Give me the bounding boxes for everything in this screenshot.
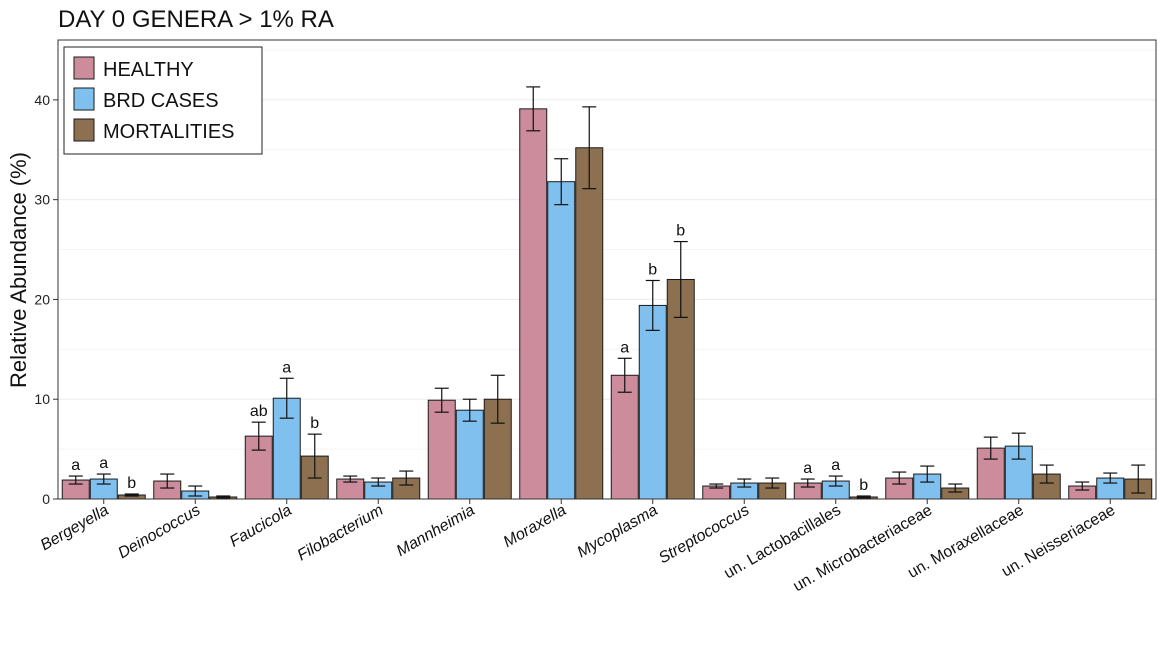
error-bar-healthy-moraxella [526, 86, 541, 132]
y-tick-label: 30 [34, 192, 50, 208]
sig-label-healthy-mycoplasma: a [620, 339, 629, 356]
bar-brd-cases-mannheimia [455, 409, 484, 500]
error-bar-healthy-faucicola [251, 421, 266, 451]
legend-label-brd-cases: BRD CASES [103, 90, 219, 112]
y-tick-label: 0 [42, 491, 50, 507]
chart-title: DAY 0 GENERA > 1% RA [58, 6, 334, 33]
sig-label-brd-cases-mycoplasma: b [648, 261, 657, 278]
error-bar-healthy-un-lactobacillales [800, 478, 815, 488]
sig-label-healthy-faucicola: ab [250, 403, 268, 420]
x-tick-label-bergeyella: Bergeyella [38, 502, 112, 555]
y-tick-label: 20 [34, 291, 50, 307]
legend-swatch-healthy [73, 56, 95, 80]
error-bar-mortalities-mannheimia [490, 374, 505, 424]
error-bar-mortalities-un-neisseriaceae [1131, 464, 1146, 494]
bar-healthy-mycoplasma [610, 374, 639, 500]
sig-label-mortalities-un-lactobacillales: b [859, 477, 868, 494]
sig-label-mortalities-bergeyella: b [127, 475, 136, 492]
x-axis: Bergeyella Deinococcus Faucicola Filobacter… [38, 499, 1118, 595]
error-bar-brd-cases-moraxella [554, 158, 569, 206]
error-bar-brd-cases-deinococcus [188, 485, 203, 497]
bar-brd-cases-mycoplasma [638, 304, 667, 500]
error-bar-brd-cases-streptococcus [737, 478, 752, 488]
legend: HEALTHY BRD CASES MORTALITIES [63, 46, 263, 155]
y-axis: 0 10 20 30 40 [34, 92, 58, 507]
error-bar-mortalities-mycoplasma [673, 240, 688, 318]
x-tick-label-faucicola: Faucicola [227, 502, 295, 551]
error-bar-healthy-bergeyella [68, 475, 83, 485]
error-bar-healthy-un-microbacteriaceae [892, 471, 907, 485]
sig-label-brd-cases-un-lactobacillales: a [831, 457, 840, 474]
error-bar-healthy-deinococcus [160, 473, 175, 489]
y-tick-label: 10 [34, 391, 50, 407]
sig-label-brd-cases-bergeyella: a [99, 455, 108, 472]
error-bar-brd-cases-un-moraxellaceae [1011, 432, 1026, 460]
x-tick-label-filobacterium: Filobacterium [295, 502, 387, 565]
error-bar-healthy-streptococcus [709, 483, 724, 489]
sig-label-healthy-un-lactobacillales: a [803, 460, 812, 477]
error-bar-mortalities-bergeyella [124, 493, 139, 497]
y-tick-label: 40 [34, 92, 50, 108]
legend-swatch-mortalities [73, 118, 95, 142]
error-bar-healthy-filobacterium [343, 475, 358, 483]
sig-label-mortalities-faucicola: b [310, 415, 319, 432]
legend-label-mortalities: MORTALITIES [103, 121, 235, 143]
error-bar-brd-cases-filobacterium [371, 477, 386, 487]
error-bar-mortalities-faucicola [307, 433, 322, 479]
error-bar-mortalities-streptococcus [765, 477, 780, 489]
bar-healthy-moraxella [519, 108, 548, 500]
legend-label-healthy: HEALTHY [103, 59, 194, 81]
x-tick-label-mannheimia: Mannheimia [394, 502, 478, 560]
error-bar-brd-cases-faucicola [279, 377, 294, 419]
error-bar-healthy-un-neisseriaceae [1075, 481, 1090, 491]
error-bar-brd-cases-un-microbacteriaceae [920, 465, 935, 483]
sig-label-healthy-bergeyella: a [71, 457, 80, 474]
x-tick-label-mycoplasma: Mycoplasma [574, 502, 660, 562]
error-bar-mortalities-moraxella [582, 106, 597, 190]
error-bar-brd-cases-un-lactobacillales [828, 475, 843, 487]
error-bar-brd-cases-un-neisseriaceae [1103, 472, 1118, 484]
error-bar-brd-cases-mannheimia [462, 398, 477, 422]
error-bar-healthy-mannheimia [434, 387, 449, 413]
error-bar-brd-cases-bergeyella [96, 473, 111, 485]
plot-border [57, 39, 1157, 500]
bar-healthy-mannheimia [427, 399, 456, 500]
legend-box [63, 46, 263, 155]
error-bar-mortalities-filobacterium [399, 470, 414, 486]
y-axis-title: Relative Abundance (%) [6, 152, 31, 388]
error-bar-mortalities-un-moraxellaceae [1039, 464, 1054, 484]
x-tick-label-moraxella: Moraxella [501, 502, 570, 551]
legend-swatch-brd-cases [73, 87, 95, 111]
error-bar-mortalities-deinococcus [216, 495, 231, 499]
bar-brd-cases-moraxella [547, 181, 576, 500]
error-bar-brd-cases-mycoplasma [645, 279, 660, 331]
sig-label-mortalities-mycoplasma: b [676, 223, 685, 240]
error-bars-group [68, 86, 1146, 499]
sig-label-brd-cases-faucicola: a [282, 359, 291, 376]
error-bar-mortalities-un-lactobacillales [856, 495, 871, 499]
x-tick-label-deinococcus: Deinococcus [115, 502, 203, 563]
error-bar-healthy-un-moraxellaceae [983, 436, 998, 460]
error-bar-healthy-mycoplasma [617, 357, 632, 393]
bar-mortalities-moraxella [575, 147, 604, 500]
error-bar-mortalities-un-microbacteriaceae [948, 483, 963, 493]
